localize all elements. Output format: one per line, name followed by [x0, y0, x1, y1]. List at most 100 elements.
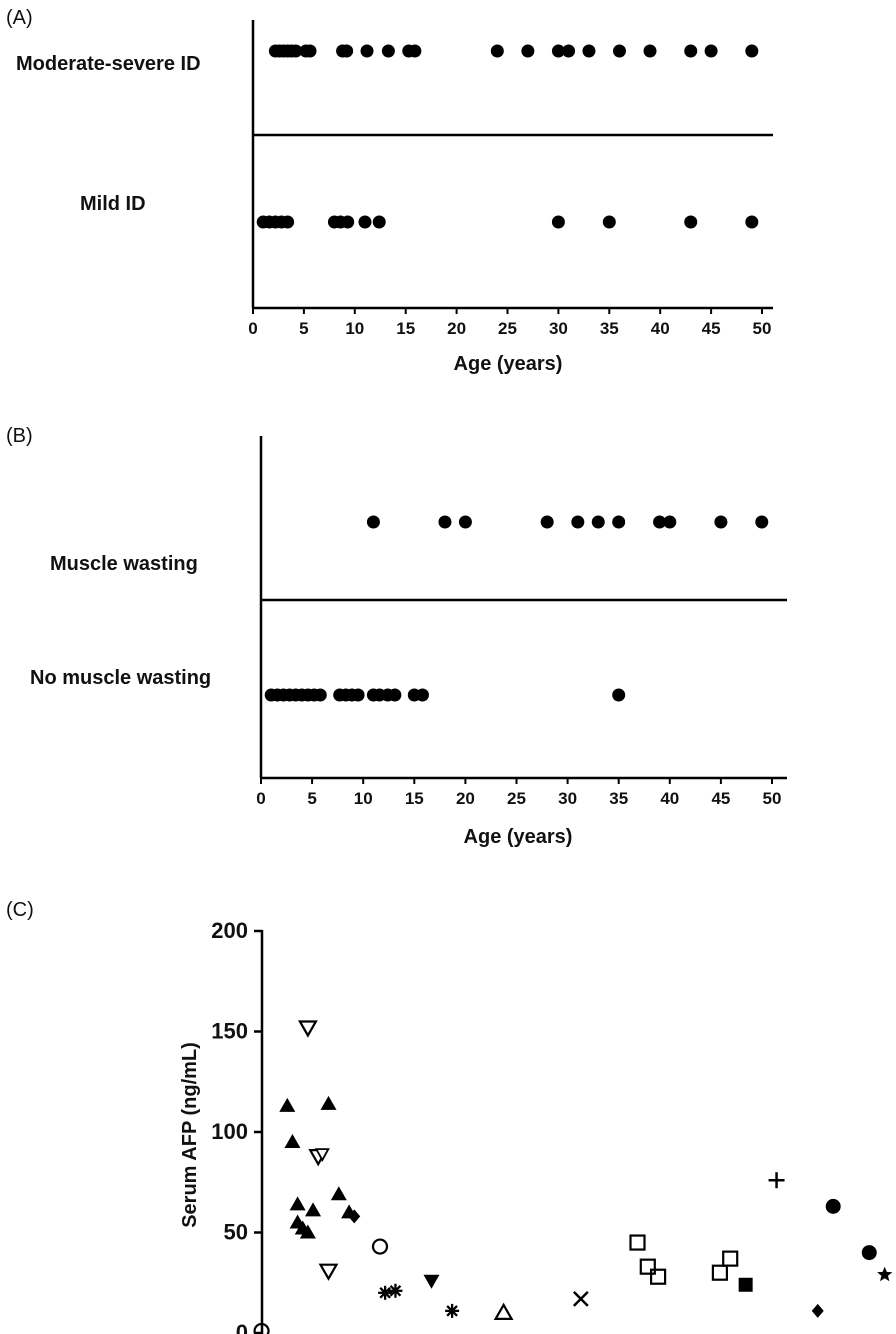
open-triangle-marker — [493, 1302, 514, 1321]
data-point — [351, 688, 365, 702]
panel-c-ticks: 0 50 100 150 200 — [211, 918, 262, 1334]
x-tick-label: 30 — [558, 789, 577, 808]
x-tick-label: 15 — [405, 789, 424, 808]
panel-a: (A) Moderate-severe ID Mild ID 0 5 10 15 20 2… — [6, 7, 773, 375]
panel-b-label: (B) — [6, 425, 33, 447]
open-circle-marker — [253, 1322, 270, 1334]
x-tick-label: 0 — [256, 789, 265, 808]
data-point — [358, 215, 372, 229]
x-tick-label: 5 — [299, 319, 308, 338]
x-tick-label: 20 — [447, 319, 466, 338]
panel-b-ticks: 0 5 10 15 20 25 30 35 40 45 50 — [256, 778, 781, 808]
filled-triangle-marker — [320, 1095, 337, 1110]
filled-triangle-marker — [299, 1224, 316, 1239]
data-point — [458, 515, 472, 529]
panel-c-points — [253, 1020, 893, 1334]
open-square-marker — [722, 1250, 739, 1267]
data-point — [551, 44, 565, 58]
data-point — [551, 215, 565, 229]
x-tick-label: 45 — [711, 789, 730, 808]
panel-a-label: (A) — [6, 7, 33, 29]
panel-a-x-axis-title: Age (years) — [454, 353, 563, 375]
open-triangle-down-marker — [314, 1148, 330, 1162]
plus-marker — [768, 1172, 785, 1189]
filled-circle-marker — [825, 1198, 841, 1214]
data-point — [663, 515, 677, 529]
open-square-marker — [639, 1258, 656, 1275]
panel-c-label: (C) — [6, 899, 34, 921]
data-point — [388, 688, 402, 702]
asterisk-marker — [388, 1283, 403, 1298]
data-point — [612, 515, 626, 529]
asterisk-marker — [378, 1285, 393, 1300]
data-point — [745, 44, 759, 58]
data-point — [415, 688, 429, 702]
open-square-marker — [711, 1264, 729, 1281]
data-point — [521, 44, 535, 58]
open-circle-marker — [371, 1238, 389, 1255]
panel-a-ticks: 0 5 10 15 20 25 30 35 40 45 50 — [248, 308, 771, 338]
x-tick-label: 50 — [753, 319, 772, 338]
filled-triangle-down-marker — [423, 1274, 440, 1289]
data-point — [303, 44, 317, 58]
x-tick-label: 25 — [507, 789, 526, 808]
data-point — [289, 44, 303, 58]
data-point — [684, 44, 698, 58]
y-tick-label: 100 — [211, 1119, 248, 1144]
x-tick-label: 15 — [396, 319, 415, 338]
panel-a-category-0: Moderate-severe ID — [16, 53, 201, 75]
data-point — [281, 215, 295, 229]
panel-c-y-axis-title: Serum AFP (ng/mL) — [179, 1042, 201, 1228]
data-point — [381, 44, 395, 58]
filled-triangle-marker — [330, 1186, 347, 1201]
data-point — [571, 515, 585, 529]
data-point — [313, 688, 327, 702]
data-point — [408, 44, 422, 58]
x-tick-label: 50 — [763, 789, 782, 808]
x-tick-label: 45 — [702, 319, 721, 338]
y-tick-label: 200 — [211, 918, 248, 943]
x-tick-label: 10 — [354, 789, 373, 808]
x-tick-label: 35 — [600, 319, 619, 338]
data-point — [360, 44, 374, 58]
data-point — [643, 44, 657, 58]
filled-triangle-marker — [305, 1202, 322, 1217]
x-cross-marker — [572, 1290, 589, 1307]
data-point — [745, 215, 759, 229]
x-tick-label: 40 — [660, 789, 679, 808]
panel-b-x-axis-title: Age (years) — [464, 826, 573, 848]
filled-square-marker — [738, 1277, 753, 1292]
filled-circle-marker — [861, 1245, 877, 1261]
data-point — [591, 515, 605, 529]
data-point — [653, 515, 667, 529]
panel-b-points — [264, 515, 769, 702]
panel-b-category-1: No muscle wasting — [30, 667, 211, 689]
data-point — [340, 44, 354, 58]
open-square-marker — [649, 1268, 667, 1285]
panel-b: (B) Muscle wasting No muscle wasting 0 5 1… — [6, 425, 787, 848]
x-tick-label: 25 — [498, 319, 517, 338]
open-triangle-down-marker — [318, 1263, 339, 1281]
data-point — [714, 515, 728, 529]
data-point — [372, 215, 386, 229]
data-point — [612, 44, 626, 58]
asterisk-marker — [445, 1303, 460, 1318]
open-square-marker — [629, 1234, 646, 1251]
filled-star-marker — [877, 1266, 893, 1282]
open-triangle-down-marker — [298, 1020, 318, 1038]
x-tick-label: 40 — [651, 319, 670, 338]
data-point — [366, 515, 380, 529]
y-tick-label: 0 — [236, 1320, 248, 1334]
x-tick-label: 0 — [248, 319, 257, 338]
data-point — [490, 44, 504, 58]
data-point — [438, 515, 452, 529]
data-point — [755, 515, 769, 529]
data-point — [562, 44, 576, 58]
x-tick-label: 30 — [549, 319, 568, 338]
y-tick-label: 150 — [211, 1019, 248, 1044]
y-tick-label: 50 — [224, 1220, 248, 1245]
x-tick-label: 20 — [456, 789, 475, 808]
panel-b-category-0: Muscle wasting — [50, 553, 198, 575]
data-point — [540, 515, 554, 529]
